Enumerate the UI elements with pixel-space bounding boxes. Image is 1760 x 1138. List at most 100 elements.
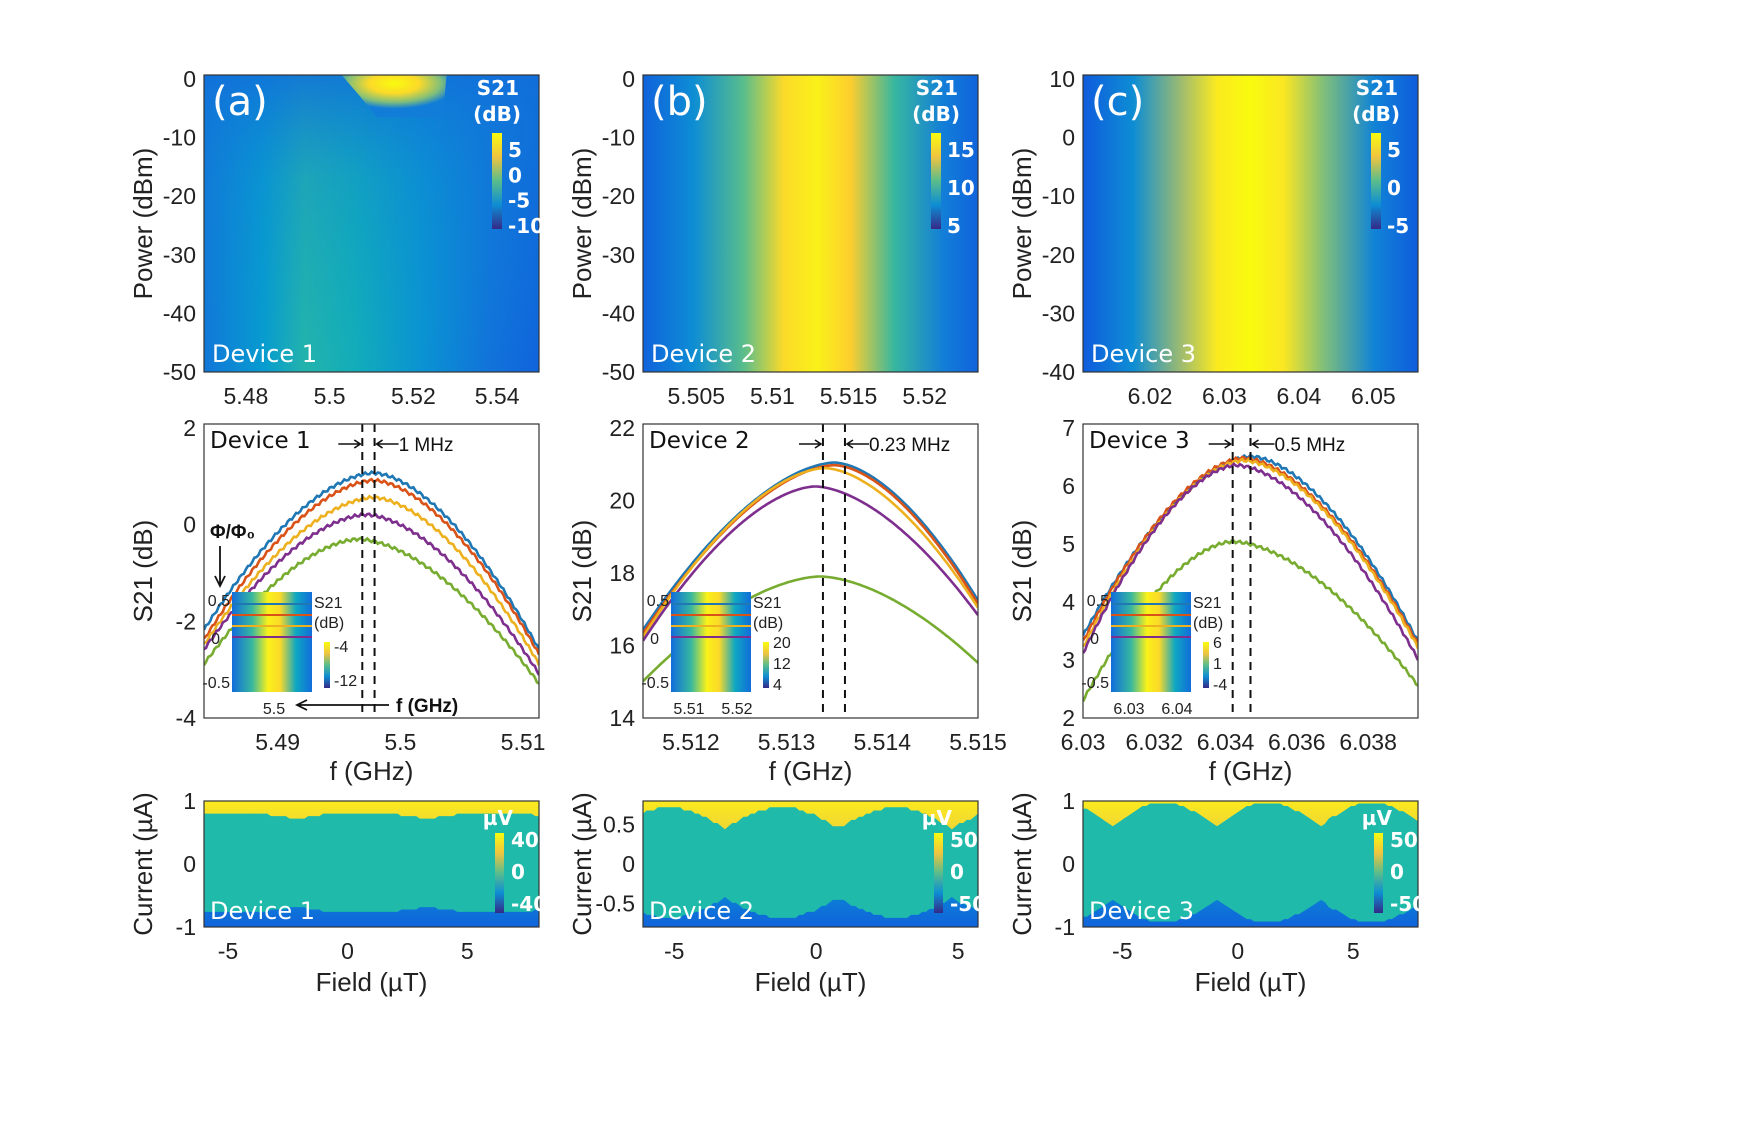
x-tick-label: 5.515 <box>949 729 1007 755</box>
colorbar-tick: 5 <box>508 138 522 162</box>
flux-inset <box>1111 592 1191 692</box>
linewidth-arrow-left <box>338 439 362 449</box>
series-line-0 <box>204 470 539 650</box>
device-label: Device 1 <box>212 340 317 368</box>
x-tick-label: 0 <box>810 938 823 964</box>
inset-colorbar-tick: 20 <box>773 635 791 652</box>
freq-arrow <box>294 699 389 711</box>
x-tick-label: 5.515 <box>820 383 878 409</box>
inset-colorbar-unit: (dB) <box>314 615 344 632</box>
y-tick-label: 0.5 <box>603 812 635 838</box>
inset-colorbar-tick: 12 <box>773 656 791 673</box>
y-tick-label: 10 <box>1049 66 1075 92</box>
series-line-2 <box>1083 457 1418 650</box>
linewidth-arrow-left <box>1208 439 1233 449</box>
axes-frame <box>642 800 979 928</box>
colorbar-unit: (dB) <box>473 102 521 126</box>
x-tick-label: 5.512 <box>662 729 720 755</box>
linewidth-label: 0.5 MHz <box>1275 435 1346 456</box>
x-tick-label: 6.036 <box>1268 729 1326 755</box>
colorbar-tick: 5 <box>1387 138 1401 162</box>
y-tick-label: 0 <box>1062 125 1075 151</box>
y-tick-label: -10 <box>163 125 196 151</box>
x-axis-label: f (GHz) <box>769 756 853 786</box>
y-tick-label: 14 <box>609 705 635 731</box>
colorbar-title: S21 <box>916 76 958 100</box>
inset-y-tick: -0.5 <box>1081 675 1109 692</box>
flux-inset <box>671 592 751 692</box>
y-tick-label: 0 <box>183 851 196 877</box>
x-tick-label: 5.514 <box>854 729 912 755</box>
axes-frame <box>203 74 540 373</box>
x-tick-label: 6.04 <box>1277 383 1322 409</box>
y-tick-label: -0.5 <box>595 890 635 916</box>
inset-colorbar-unit: (dB) <box>753 615 783 632</box>
x-tick-label: 5.51 <box>750 383 795 409</box>
inset-y-tick: -0.5 <box>641 675 669 692</box>
colorbar-title: µV <box>483 806 514 830</box>
inset-heatmap <box>1111 592 1191 692</box>
colorbar <box>492 133 502 229</box>
x-tick-label: -5 <box>1112 938 1132 964</box>
device-label: Device 3 <box>1089 428 1190 454</box>
power-heatmap-a1 <box>204 75 539 372</box>
y-tick-label: -50 <box>163 359 196 385</box>
y-tick-label: 18 <box>609 560 635 586</box>
y-axis-label: S21 (dB) <box>567 520 597 623</box>
series-line-0 <box>643 461 978 631</box>
colorbar-tick: -50 <box>950 892 986 916</box>
inset-colorbar-tick: 6 <box>1213 635 1222 652</box>
inset-x-tick: 6.04 <box>1161 701 1192 718</box>
inset-heatmap <box>232 592 312 692</box>
y-tick-label: -40 <box>1042 359 1075 385</box>
y-axis-label: Current (µA) <box>128 792 158 936</box>
inset-y-tick: 0.5 <box>1087 593 1109 610</box>
x-tick-label: 5.49 <box>255 729 300 755</box>
inset-colorbar-title: S21 <box>1193 595 1222 612</box>
s21-lineplot-c2 <box>1083 424 1418 718</box>
x-axis-label: Field (µT) <box>316 967 428 997</box>
x-tick-label: 6.034 <box>1197 729 1255 755</box>
y-axis-label: Power (dBm) <box>567 148 597 300</box>
colorbar-unit: (dB) <box>1352 102 1400 126</box>
high-power-response <box>341 75 447 117</box>
flux-axis-label: Φ/Φ₀ <box>210 522 255 543</box>
flux-arrow <box>214 546 226 589</box>
y-axis-label: S21 (dB) <box>128 520 158 623</box>
x-tick-label: 5.52 <box>391 383 436 409</box>
colorbar-tick: 0 <box>950 860 964 884</box>
y-tick-label: 5 <box>1062 531 1075 557</box>
x-tick-label: 5.513 <box>758 729 816 755</box>
y-tick-label: -40 <box>602 300 635 326</box>
y-tick-label: 16 <box>609 633 635 659</box>
series-line-2 <box>204 494 539 666</box>
x-tick-label: 5.51 <box>501 729 546 755</box>
x-axis-label: f (GHz) <box>1209 756 1293 786</box>
colorbar <box>1374 833 1383 913</box>
y-tick-label: -1 <box>1055 914 1075 940</box>
x-tick-label: 5.5 <box>384 729 416 755</box>
device-label: Device 2 <box>651 340 756 368</box>
x-tick-label: 6.03 <box>1061 729 1106 755</box>
power-heatmap-c1 <box>1083 75 1418 372</box>
linewidth-arrow-right <box>1251 439 1275 449</box>
panel-label: (b) <box>651 79 708 125</box>
y-tick-label: 0 <box>1062 851 1075 877</box>
axes-frame <box>1082 800 1419 928</box>
device-label: Device 2 <box>649 897 754 925</box>
inset-y-tick: 0 <box>1090 631 1099 648</box>
colorbar <box>934 833 943 913</box>
colorbar-tick: 15 <box>947 138 975 162</box>
inset-x-tick: 5.52 <box>721 701 752 718</box>
device-label: Device 3 <box>1089 897 1194 925</box>
colorbar-title: µV <box>1362 806 1393 830</box>
colorbar-title: µV <box>922 806 953 830</box>
inset-x-tick: 6.03 <box>1113 701 1144 718</box>
colorbar-tick: 5 <box>947 214 961 238</box>
colorbar-title: S21 <box>477 76 519 100</box>
inset-colorbar-unit: (dB) <box>1193 615 1223 632</box>
zero-voltage-region <box>204 813 539 912</box>
x-tick-label: 5.5 <box>314 383 346 409</box>
colorbar-tick: 50 <box>1390 828 1418 852</box>
